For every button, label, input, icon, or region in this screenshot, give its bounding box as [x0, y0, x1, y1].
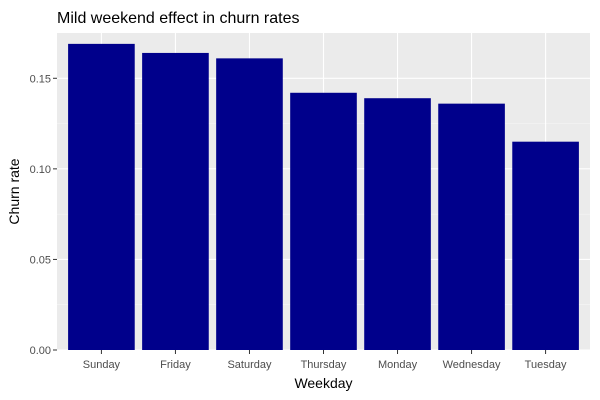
x-tick-label: Sunday: [83, 359, 121, 371]
bar-saturday: [216, 58, 283, 351]
x-tick-label: Saturday: [227, 359, 272, 371]
x-tick-label: Thursday: [301, 359, 347, 371]
x-tick-label: Friday: [160, 359, 191, 371]
bar-sunday: [68, 43, 135, 351]
bar-friday: [142, 52, 209, 350]
chart-title: Mild weekend effect in churn rates: [57, 10, 300, 27]
y-axis: 0.00 0.05 0.10 0.15: [30, 73, 57, 357]
y-tick-label: 0.00: [30, 345, 51, 357]
x-tick-label: Monday: [378, 359, 418, 371]
y-axis-title: Churn rate: [6, 158, 22, 224]
x-axis-title: Weekday: [294, 375, 352, 391]
bar-tuesday: [512, 141, 579, 350]
x-tick-label: Tuesday: [525, 359, 567, 371]
y-tick-label: 0.15: [30, 73, 51, 85]
bar-wednesday: [438, 103, 505, 350]
y-tick-label: 0.05: [30, 254, 51, 266]
bar-thursday: [290, 92, 357, 350]
bar-monday: [364, 98, 431, 350]
y-tick-label: 0.10: [30, 164, 51, 176]
x-tick-label: Wednesday: [443, 359, 501, 371]
x-axis: Sunday Friday Saturday Thursday Monday Wednes…: [83, 350, 567, 371]
bars: [68, 43, 579, 351]
